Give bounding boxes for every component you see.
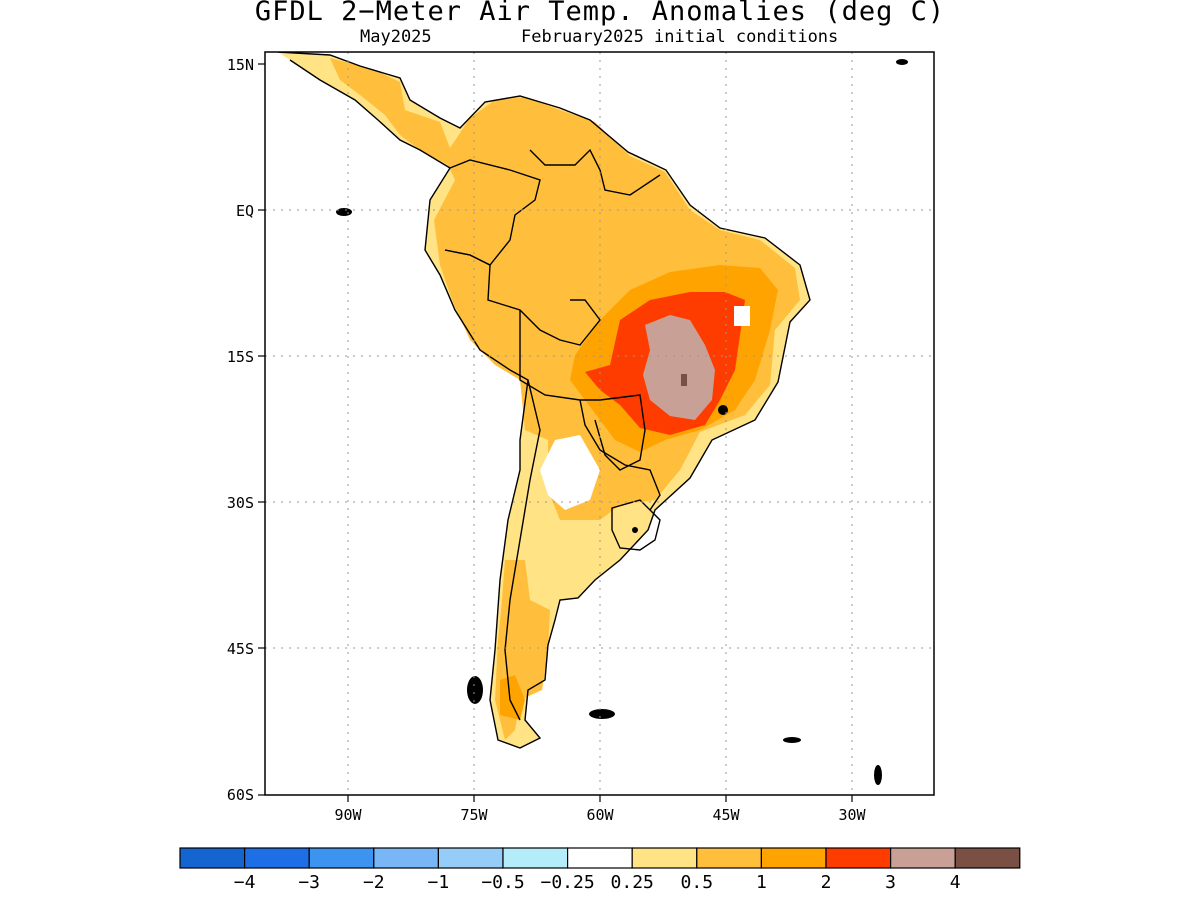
colorbar-label: −3 xyxy=(298,872,320,893)
map-area xyxy=(265,52,934,795)
colorbar-swatch xyxy=(825,847,892,869)
colorbar-label: −1 xyxy=(428,872,450,893)
colorbar-label: 0.5 xyxy=(681,872,714,893)
lat-label-15s: 15S xyxy=(227,348,254,366)
colorbar-swatch xyxy=(889,847,956,869)
lon-label-60w: 60W xyxy=(586,806,614,824)
lat-label-45s: 45S xyxy=(227,640,254,658)
colorbar-swatch xyxy=(566,847,633,869)
lat-label-60s: 60S xyxy=(227,786,254,804)
lat-label-eq: EQ xyxy=(236,202,254,220)
colorbar-label: 0.25 xyxy=(611,872,654,893)
colorbar-swatch xyxy=(244,847,310,869)
lat-label-30s: 30S xyxy=(227,494,254,512)
colorbar-swatch xyxy=(696,847,762,869)
colorbar-label: 2 xyxy=(821,872,832,893)
lat-ticks xyxy=(258,63,265,796)
colorbar-swatch xyxy=(760,847,827,869)
initial-conditions: February2025 initial conditions xyxy=(521,27,839,47)
colorbar-swatch xyxy=(308,847,375,869)
chart-title: GFDL 2−Meter Air Temp. Anomalies (deg C) xyxy=(254,0,946,27)
colorbar-label: 4 xyxy=(950,872,961,893)
colorbar-label: 3 xyxy=(885,872,896,893)
lat-label-15n: 15N xyxy=(227,56,254,74)
coastlines xyxy=(277,52,811,749)
lon-ticks xyxy=(347,795,853,802)
lon-label-45w: 45W xyxy=(712,806,740,824)
lon-label-75w: 75W xyxy=(460,806,488,824)
colorbar-label: −4 xyxy=(234,872,256,893)
colorbar-swatch xyxy=(373,847,439,869)
near-zero-patch xyxy=(734,306,750,326)
colorbar: −4 −3 −2 −1 −0.5 −0.25 0.25 0.5 1 2 3 4 xyxy=(179,847,1021,893)
colorbar-swatch xyxy=(179,847,246,869)
lon-label-90w: 90W xyxy=(334,806,362,824)
anomaly-3-4-region xyxy=(643,315,715,420)
colorbar-swatch xyxy=(437,847,504,869)
colorbar-swatch xyxy=(631,847,698,869)
lon-label-30w: 30W xyxy=(838,806,866,824)
anomaly-1-2-south xyxy=(500,675,525,720)
colorbar-swatch xyxy=(954,847,1021,869)
colorbar-label: 1 xyxy=(756,872,767,893)
colorbar-swatch xyxy=(502,847,569,869)
forecast-month: May2025 xyxy=(360,27,432,47)
colorbar-label: −0.25 xyxy=(541,872,595,893)
anomaly-gt-4-cell xyxy=(681,374,687,386)
colorbar-label: −0.5 xyxy=(481,872,524,893)
colorbar-label: −2 xyxy=(363,872,385,893)
near-zero-patch-south xyxy=(540,435,600,510)
